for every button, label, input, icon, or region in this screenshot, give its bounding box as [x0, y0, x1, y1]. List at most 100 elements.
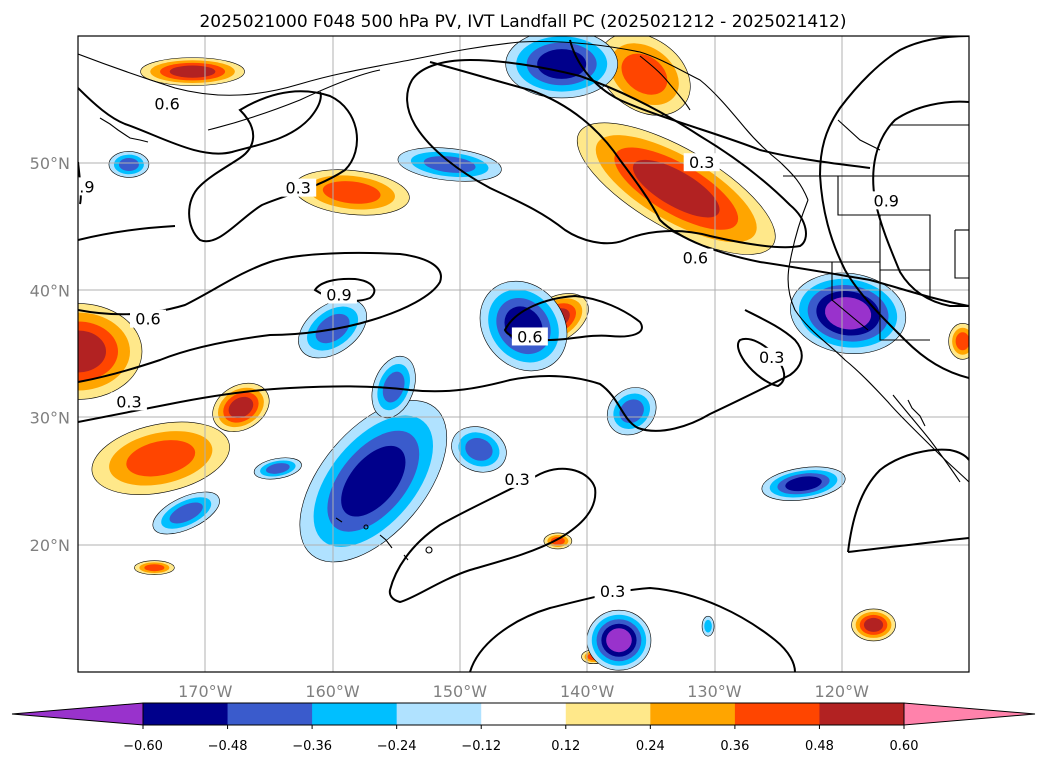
- contour-label-bg: [683, 153, 720, 172]
- colorbar-tick-label: −0.60: [123, 739, 163, 754]
- negative-pv-anomaly: [451, 426, 507, 473]
- negative-pv-anomaly: [152, 491, 220, 535]
- contour-label: 0.6: [135, 310, 160, 329]
- contour-label: 0.6: [683, 249, 708, 268]
- anomaly-contour-fill: [550, 536, 565, 545]
- contour-label: 0.3: [285, 179, 310, 198]
- anomaly-contour-fill: [423, 156, 476, 173]
- longitude-tick-label: 150°W: [433, 682, 488, 701]
- colorbar-segment: [819, 703, 905, 725]
- negative-pv-anomaly: [701, 615, 715, 637]
- colorbar-tick-labels: −0.60 −0.48 −0.36 −0.24 −0.12 0.12 0.24 0.36 0.4…: [123, 725, 918, 754]
- anomaly-contour-fill: [465, 438, 493, 461]
- pv-contour-lines: [78, 36, 969, 672]
- contour-label: 0.3: [689, 153, 714, 172]
- anomaly-contour-fill: [382, 371, 405, 403]
- contour-label: 0.6: [154, 95, 179, 114]
- positive-pv-anomaly: [134, 560, 175, 575]
- contour-label-bg: [280, 178, 317, 197]
- colorbar-extend-high: [903, 702, 1036, 726]
- latitude-tick-label: 30°N: [30, 409, 70, 428]
- colorbar-segment: [227, 703, 313, 725]
- contour-label-bg: [110, 392, 147, 411]
- anomaly-contour-fill: [228, 396, 254, 419]
- positive-pv-anomaly: [948, 322, 969, 360]
- anomaly-contour-fill: [144, 564, 165, 572]
- anomaly-contour-fill: [632, 159, 720, 218]
- anomaly-contour-fill: [78, 330, 106, 373]
- negative-pv-anomaly: [397, 147, 502, 182]
- positive-pv-anomaly: [140, 57, 245, 86]
- contour-labels: 0.6 0.9 0.3 0.3 0.6 0.9 0.9 0.6 0.6 0.3 0.3 0.3 0.3: [69, 94, 905, 601]
- longitude-tick-label: 120°W: [815, 682, 870, 701]
- negative-pv-anomaly: [253, 457, 302, 480]
- anomaly-contour-fill: [955, 332, 969, 351]
- anomaly-contour-fill: [341, 445, 406, 517]
- anomaly-contour-fill: [863, 617, 884, 632]
- colorbar-segment: [481, 703, 567, 725]
- chart-title: 2025021000 F048 500 hPa PV, IVT Landfall…: [199, 12, 846, 32]
- colorbar-segment: [396, 703, 482, 725]
- graticule: [78, 36, 969, 672]
- positive-pv-anomaly: [293, 169, 410, 216]
- latitude-tick-label: 20°N: [30, 536, 70, 555]
- contour-label: 0.3: [116, 392, 141, 411]
- colorbar-tick-label: −0.48: [208, 739, 248, 754]
- anomaly-contour-fill: [621, 53, 668, 95]
- colorbar-extend-low: [11, 702, 144, 726]
- colorbar-segment: [650, 703, 736, 725]
- anomaly-contour-fill: [265, 463, 290, 474]
- contour-label: 0.9: [874, 191, 899, 210]
- anomaly-contour-fill: [785, 476, 822, 492]
- colorbar: [11, 702, 1036, 726]
- positive-pv-anomaly: [78, 303, 143, 400]
- colorbar-tick-label: 0.36: [720, 739, 749, 754]
- contour-label: 0.9: [326, 285, 351, 304]
- latitude-tick-label: 40°N: [30, 281, 70, 300]
- contour-label-bg: [320, 285, 357, 304]
- anomaly-contour-fill: [169, 502, 203, 524]
- negative-pv-anomaly: [299, 400, 448, 563]
- contour-label-bg: [78, 177, 100, 196]
- longitude-tick-label: 170°W: [178, 682, 233, 701]
- map-area: 0.6 0.9 0.3 0.3 0.6 0.9 0.9 0.6 0.6 0.3 0.3 0.3 0.3: [69, 36, 969, 672]
- latitude-ticks: 20°N 30°N 40°N 50°N: [30, 154, 70, 555]
- anomaly-contour-fill: [704, 619, 712, 633]
- contour-label-bg: [149, 94, 186, 113]
- anomaly-contour-fill: [169, 65, 216, 78]
- anomaly-contour-fill: [606, 628, 632, 653]
- negative-pv-anomaly: [586, 609, 652, 671]
- negative-pv-anomaly: [108, 151, 150, 178]
- positive-pv-anomaly: [543, 532, 573, 550]
- colorbar-tick-label: −0.36: [292, 739, 332, 754]
- contour-label: 0.3: [759, 348, 784, 367]
- colorbar-segment: [143, 703, 229, 725]
- contour-label: 0.9: [69, 177, 94, 196]
- negative-pv-anomaly: [505, 36, 618, 99]
- positive-pv-anomaly: [576, 122, 776, 255]
- colorbar-segment: [734, 703, 820, 725]
- longitude-tick-label: 140°W: [560, 682, 615, 701]
- positive-pv-anomaly: [91, 421, 230, 495]
- contour-label: 0.3: [600, 582, 625, 601]
- anomaly-contour-fill: [537, 49, 587, 79]
- contour-label-bg: [594, 581, 631, 600]
- map-frame: [77, 35, 970, 673]
- negative-pv-anomaly: [371, 355, 416, 419]
- longitude-tick-label: 160°W: [305, 682, 360, 701]
- contour-label: 0.3: [504, 470, 529, 489]
- contour-label-bg: [511, 327, 548, 346]
- colorbar-tick-label: 0.12: [551, 739, 580, 754]
- contour-label-bg: [753, 347, 790, 366]
- contour-label-bg: [130, 309, 167, 328]
- colorbar-tick-label: −0.12: [461, 739, 501, 754]
- colorbar-tick-label: 0.24: [636, 739, 665, 754]
- colorbar-segment: [312, 703, 398, 725]
- colorbar-tick-label: 0.60: [890, 739, 919, 754]
- colorbar-frame: [142, 702, 905, 726]
- colorbar-tick-label: −0.24: [377, 739, 417, 754]
- anomaly-fills: [78, 36, 969, 671]
- longitude-ticks: 170°W 160°W 150°W 140°W 130°W 120°W: [178, 682, 869, 701]
- contour-label-bg: [499, 469, 536, 488]
